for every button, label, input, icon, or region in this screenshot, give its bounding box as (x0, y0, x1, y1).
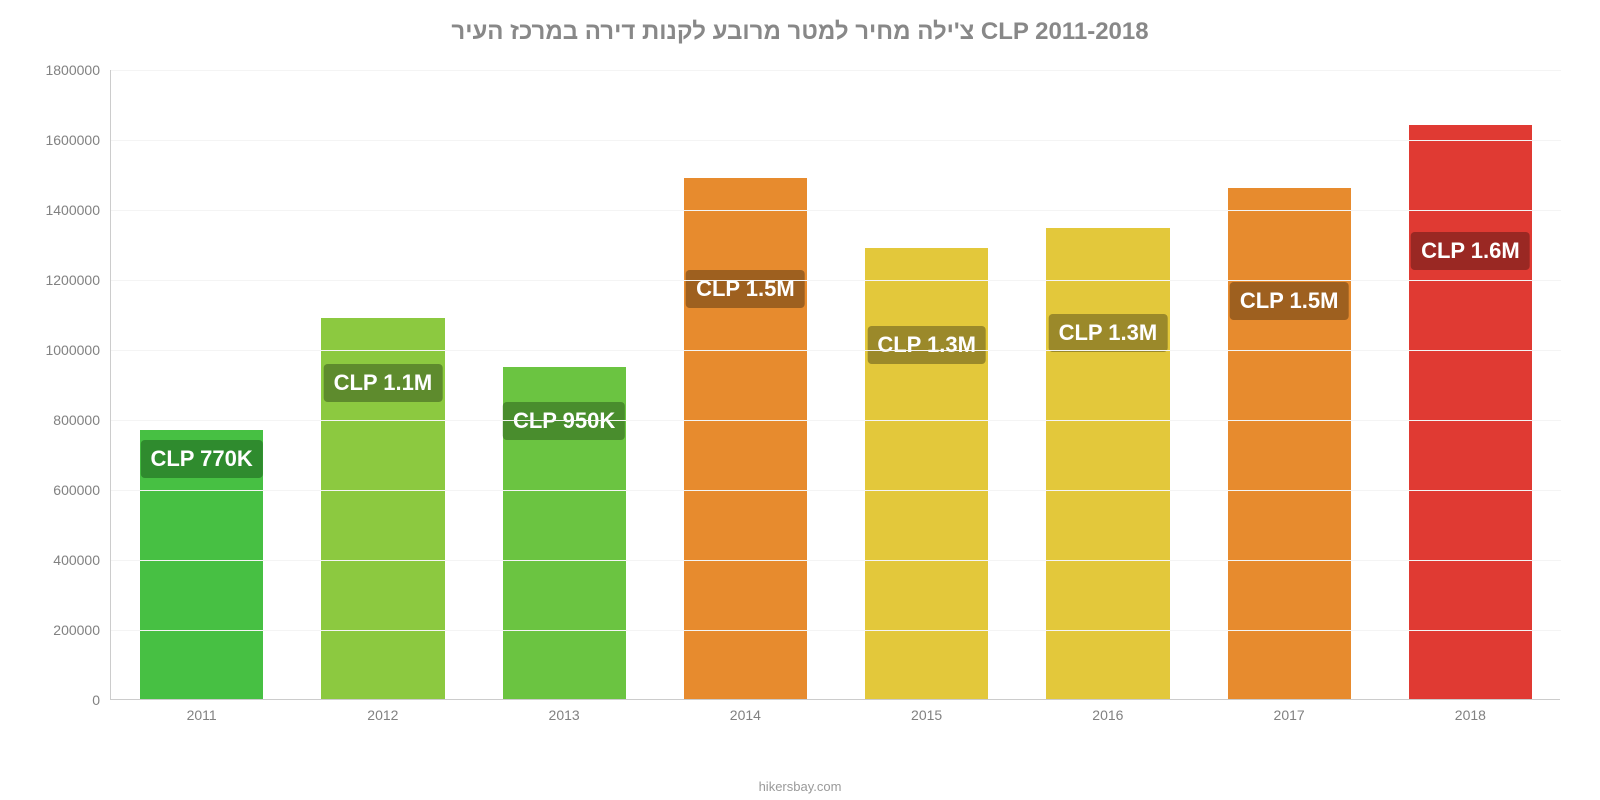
ytick-label: 1400000 (10, 202, 100, 218)
bar-slot: CLP 1.1M2012 (292, 69, 473, 699)
bar-value-label: CLP 770K (140, 440, 262, 478)
plot-region: CLP 770K2011CLP 1.1M2012CLP 950K2013CLP … (110, 70, 1560, 700)
ytick-label: 0 (10, 692, 100, 708)
bar-value-label: CLP 1.3M (1049, 314, 1168, 352)
ytick-label: 200000 (10, 622, 100, 638)
bar (1228, 188, 1351, 699)
ytick-label: 1000000 (10, 342, 100, 358)
gridline (111, 420, 1561, 421)
bar-slot: CLP 1.3M2016 (1017, 69, 1198, 699)
chart-title: צ'ילה מחיר למטר מרובע לקנות דירה במרכז ה… (0, 0, 1600, 46)
bar-slot: CLP 1.5M2017 (1199, 69, 1380, 699)
bar-slot: CLP 1.3M2015 (836, 69, 1017, 699)
bar-slot: CLP 950K2013 (474, 69, 655, 699)
bar-value-label: CLP 1.6M (1411, 232, 1530, 270)
bar-slot: CLP 770K2011 (111, 69, 292, 699)
gridline (111, 280, 1561, 281)
gridline (111, 560, 1561, 561)
ytick-label: 600000 (10, 482, 100, 498)
ytick-label: 1800000 (10, 62, 100, 78)
xtick-label: 2017 (1199, 707, 1380, 723)
xtick-label: 2012 (292, 707, 473, 723)
xtick-label: 2015 (836, 707, 1017, 723)
chart-area: CLP 770K2011CLP 1.1M2012CLP 950K2013CLP … (110, 70, 1560, 730)
bar (1409, 125, 1532, 699)
gridline (111, 350, 1561, 351)
bar (865, 248, 988, 700)
gridline (111, 140, 1561, 141)
footer-attribution: hikersbay.com (0, 779, 1600, 794)
gridline (111, 70, 1561, 71)
ytick-label: 400000 (10, 552, 100, 568)
gridline (111, 210, 1561, 211)
gridline (111, 490, 1561, 491)
gridline (111, 630, 1561, 631)
ytick-label: 800000 (10, 412, 100, 428)
bar-value-label: CLP 1.3M (867, 326, 986, 364)
bar-value-label: CLP 1.5M (686, 270, 805, 308)
xtick-label: 2011 (111, 707, 292, 723)
ytick-label: 1600000 (10, 132, 100, 148)
xtick-label: 2016 (1017, 707, 1198, 723)
xtick-label: 2018 (1380, 707, 1561, 723)
bar (684, 178, 807, 700)
bar (1046, 228, 1169, 699)
xtick-label: 2014 (655, 707, 836, 723)
bars-container: CLP 770K2011CLP 1.1M2012CLP 950K2013CLP … (111, 69, 1561, 699)
bar-value-label: CLP 1.1M (324, 364, 443, 402)
xtick-label: 2013 (474, 707, 655, 723)
ytick-label: 1200000 (10, 272, 100, 288)
bar-slot: CLP 1.5M2014 (655, 69, 836, 699)
bar-value-label: CLP 1.5M (1230, 282, 1349, 320)
bar-slot: CLP 1.6M2018 (1380, 69, 1561, 699)
